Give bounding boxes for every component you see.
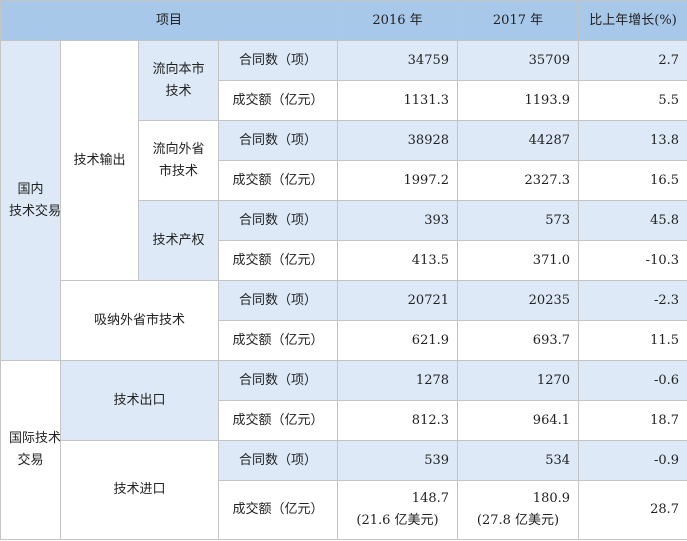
label-cell: 合同数（项）	[217, 200, 339, 241]
header-cell: 比上年增长(%)	[578, 0, 687, 41]
label-line: 交易	[17, 453, 44, 468]
data-row: 流向外省 市技术 合同数（项） 38928 44287 13.8	[1, 120, 687, 201]
value-cell: 693.7	[457, 320, 580, 361]
label-line: 180.9	[532, 491, 571, 506]
value-cell: 1193.9	[457, 80, 580, 121]
value-cell: -0.9	[578, 440, 687, 481]
value-cell: 1270	[457, 360, 580, 401]
value-cell: -10.3	[578, 240, 687, 281]
data-row: 技术进口 合同数（项） 539 534 -0.9	[1, 440, 687, 540]
data-row: 国内 技术交易 技术输出 流向本市 技术 合同数（项） 34759 35709 2.7	[0, 40, 687, 361]
data-row: 国际技术 交易 技术出口 合同数（项） 1278 1270 -0.6	[0, 360, 687, 540]
label-line: 技术交易	[9, 203, 61, 219]
value-cell: 2327.3	[457, 160, 580, 201]
value-cell: 1278	[337, 360, 459, 401]
value-cell: -2.3	[578, 280, 687, 321]
data-row: 技术产权 合同数（项） 393 573 45.8	[1, 200, 687, 281]
label-line: (21.6 亿美元)	[356, 513, 439, 528]
value-cell: 13.8	[578, 120, 687, 161]
label-cell: 技术进口	[60, 440, 219, 540]
value-cell: 20721	[337, 280, 459, 321]
label-line: 国内	[17, 181, 44, 197]
label-cell: 成交额（亿元）	[217, 320, 339, 361]
label-line: 技术	[165, 83, 192, 99]
value-cell: 621.9	[337, 320, 459, 361]
label-line: 148.7	[411, 491, 450, 506]
label-cell: 合同数（项）	[217, 280, 339, 321]
value-cell: 148.7 (21.6 亿美元)	[337, 480, 459, 540]
value-cell: 2.7	[578, 40, 687, 81]
value-cell: 1131.3	[337, 80, 459, 121]
value-cell: 534	[457, 440, 580, 481]
value-cell: 539	[337, 440, 459, 481]
value-cell: 35709	[457, 40, 580, 81]
header-cell: 2017 年	[457, 0, 580, 41]
label-cell: 合同数（项）	[217, 120, 339, 161]
value-cell: 964.1	[457, 400, 580, 441]
value-cell: 1997.2	[337, 160, 459, 201]
data-row: 吸纳外省市技术 合同数（项） 20721 20235 -2.3	[1, 280, 687, 361]
data-row: 成交额（亿元） 148.7 (21.6 亿美元) 180.9 (27.8 亿美元) 28.…	[1, 480, 687, 540]
label-line: 流向本市	[152, 61, 205, 77]
value-cell: 180.9 (27.8 亿美元)	[457, 480, 580, 540]
header-cell: 项目	[0, 0, 339, 41]
value-cell: 34759	[337, 40, 459, 81]
label-line: 技术产权	[152, 232, 205, 248]
label-cell: 技术输出	[60, 40, 139, 281]
value-cell: 44287	[457, 120, 580, 161]
header-row: 项目 2016 年 2017 年 比上年增长(%)	[0, 0, 687, 41]
value-cell: 393	[337, 200, 459, 241]
label-cell: 成交额（亿元）	[217, 240, 339, 281]
label-cell: 流向本市 技术	[138, 40, 219, 121]
value-cell: 413.5	[337, 240, 459, 281]
value-cell: 371.0	[457, 240, 580, 281]
value-cell: 20235	[457, 280, 580, 321]
header-cell: 2016 年	[337, 0, 459, 41]
label-cell: 国内技术交易	[0, 40, 61, 361]
label-cell: 合同数（项）	[217, 440, 339, 481]
label-cell: 国际技术交易	[0, 360, 61, 540]
value-cell: 573	[457, 200, 580, 241]
label-cell: 技术出口	[60, 360, 219, 441]
label-line: 流向外省	[152, 141, 205, 157]
value-cell: 28.7	[578, 480, 687, 540]
value-cell: 16.5	[578, 160, 687, 201]
value-cell: 812.3	[337, 400, 459, 441]
label-cell: 成交额（亿元）	[217, 480, 339, 540]
label-cell: 合同数（项）	[217, 360, 339, 401]
value-cell: 38928	[337, 120, 459, 161]
label-cell: 合同数（项）	[217, 40, 339, 81]
value-cell: -0.6	[578, 360, 687, 401]
data-row: 成交额（亿元） 1131.3 1193.9 5.5	[1, 80, 687, 121]
label-cell: 成交额（亿元）	[217, 80, 339, 121]
label-cell: 成交额（亿元）	[217, 400, 339, 441]
label-cell: 成交额（亿元）	[217, 160, 339, 201]
value-cell: 5.5	[578, 80, 687, 121]
label-cell: 吸纳外省市技术	[60, 280, 219, 361]
label-line: 国际技术	[9, 431, 61, 446]
label-line: (27.8 亿美元)	[476, 513, 560, 528]
value-cell: 45.8	[578, 200, 687, 241]
label-cell: 技术产权	[138, 200, 219, 281]
value-cell: 18.7	[578, 400, 687, 441]
label-cell: 流向外省 市技术	[138, 120, 219, 201]
value-cell: 11.5	[578, 320, 687, 361]
label-line: 市技术	[158, 163, 198, 179]
